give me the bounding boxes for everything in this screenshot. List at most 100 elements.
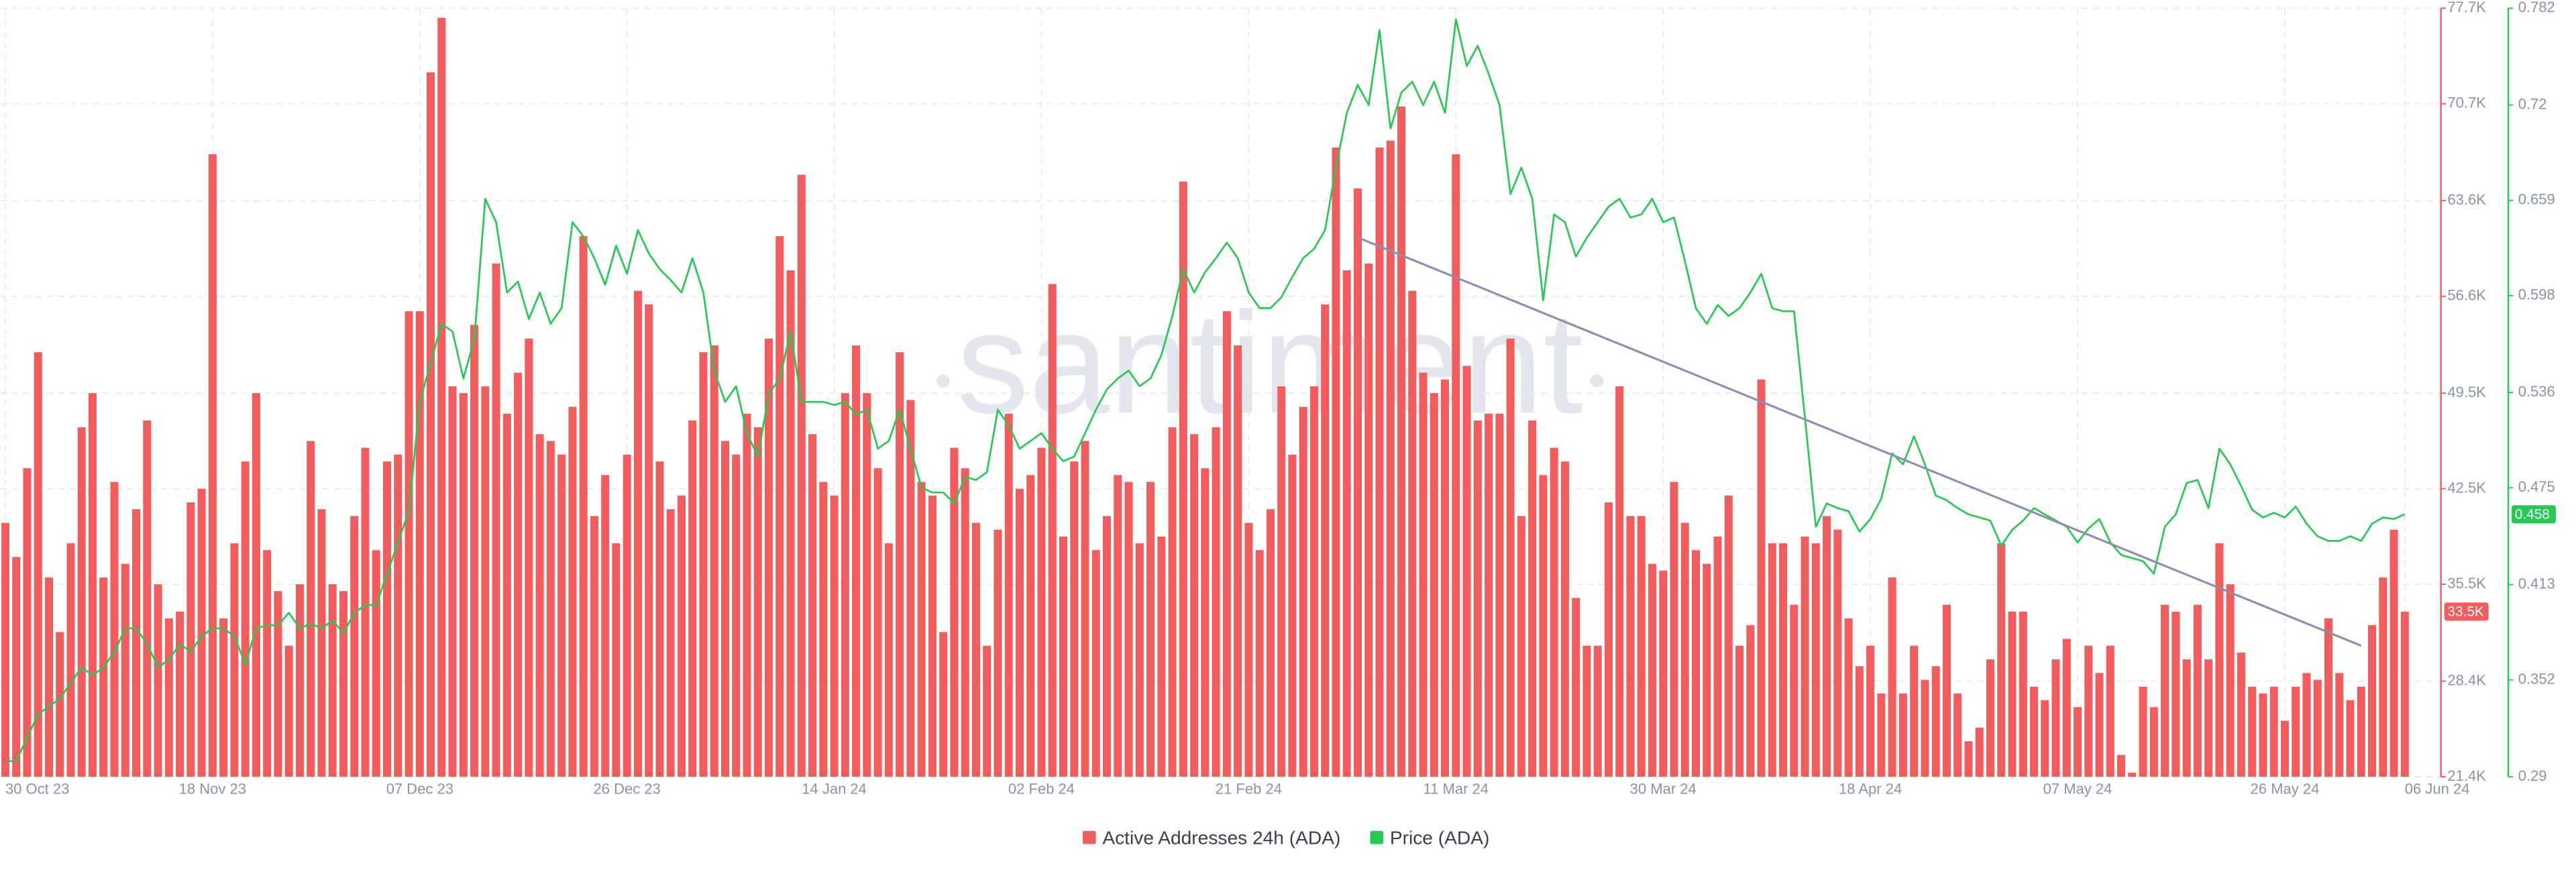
bar [361,447,370,777]
bar [1921,679,1929,777]
bar [1309,386,1318,777]
legend-swatch[interactable] [1370,830,1384,844]
y2-tick-label: 0.782 [2518,0,2555,15]
y-tick-label: 21.4K [2447,767,2486,784]
last-value-label: 33.5K [2447,604,2483,619]
bar [1299,406,1307,777]
bar [252,393,260,777]
bar [2084,645,2093,777]
bar [2259,693,2267,777]
watermark-dot [936,374,950,388]
bar [1452,154,1460,777]
bar [884,543,893,777]
bar [939,632,948,777]
x-tick-label: 30 Mar 24 [1630,780,1697,797]
last-value-label: 0.458 [2515,506,2550,522]
bar [1332,147,1340,777]
bar [1288,454,1297,777]
bar [1059,536,1068,777]
bar [437,17,446,777]
bar [459,393,468,777]
bar [830,495,839,777]
bar [382,461,392,777]
bar [525,338,533,777]
bar [546,441,555,777]
bar [1953,693,1962,777]
bar [2128,772,2137,777]
bar [1757,379,1766,777]
bar [415,311,424,777]
x-tick-label: 14 Jan 24 [802,780,867,797]
bar [1964,741,1973,777]
bar [852,345,861,777]
y2-tick-label: 0.29 [2518,767,2547,784]
bar [2346,700,2355,777]
bar [971,523,980,777]
bar [514,372,523,777]
bar [1550,447,1558,777]
bar [1779,543,1788,777]
bar [1234,345,1242,777]
bar [601,475,610,777]
bar [1713,536,1722,777]
bar [1114,475,1122,777]
bar [994,529,1002,777]
bar [2117,755,2126,777]
bar [2106,645,2114,777]
bar [1364,263,1373,777]
bar [1244,523,1253,777]
bar [983,645,991,777]
legend-label[interactable]: Price (ADA) [1390,827,1490,848]
x-tick-label: 07 May 24 [2043,780,2112,797]
bar [753,427,762,777]
bar [1877,693,1886,777]
bar [896,352,904,777]
y-tick-label: 70.7K [2447,95,2486,111]
legend-label[interactable]: Active Addresses 24h (ADA) [1102,827,1340,848]
bar [633,290,642,777]
bar [1157,536,1166,777]
bar [99,577,108,777]
bar [2292,686,2300,777]
bar [1485,413,1493,777]
bar [1659,570,1668,777]
bar [1735,645,1744,777]
legend-swatch[interactable] [1082,830,1096,844]
bar [56,632,64,777]
bar [2193,604,2202,777]
bar [1419,372,1428,777]
bar [405,311,413,777]
bar [765,338,773,777]
bar [1986,659,1994,777]
bar [2008,611,2017,777]
bar [1931,666,1940,777]
bar [950,447,959,777]
bar [2324,618,2332,777]
bar [427,72,435,777]
bar [34,352,42,777]
bar [23,468,32,777]
bar [1560,461,1569,777]
bar [1539,475,1548,777]
y2-tick-label: 0.659 [2518,190,2555,207]
bar [819,482,828,777]
bar [1091,550,1100,777]
bar [2074,707,2082,777]
bar [1321,304,1330,777]
bar [317,509,326,777]
bar [1648,563,1656,777]
y-tick-label: 49.5K [2447,384,2486,400]
bar [720,441,730,777]
y-tick-label: 77.7K [2447,0,2486,15]
bar [1866,645,1875,777]
price-line [5,18,2406,763]
bar [1844,618,1853,777]
bar [88,393,97,777]
bar [186,502,195,777]
y-tick-label: 28.4K [2447,671,2486,688]
bar [164,618,173,777]
bar [1124,482,1133,777]
bar [873,468,882,777]
